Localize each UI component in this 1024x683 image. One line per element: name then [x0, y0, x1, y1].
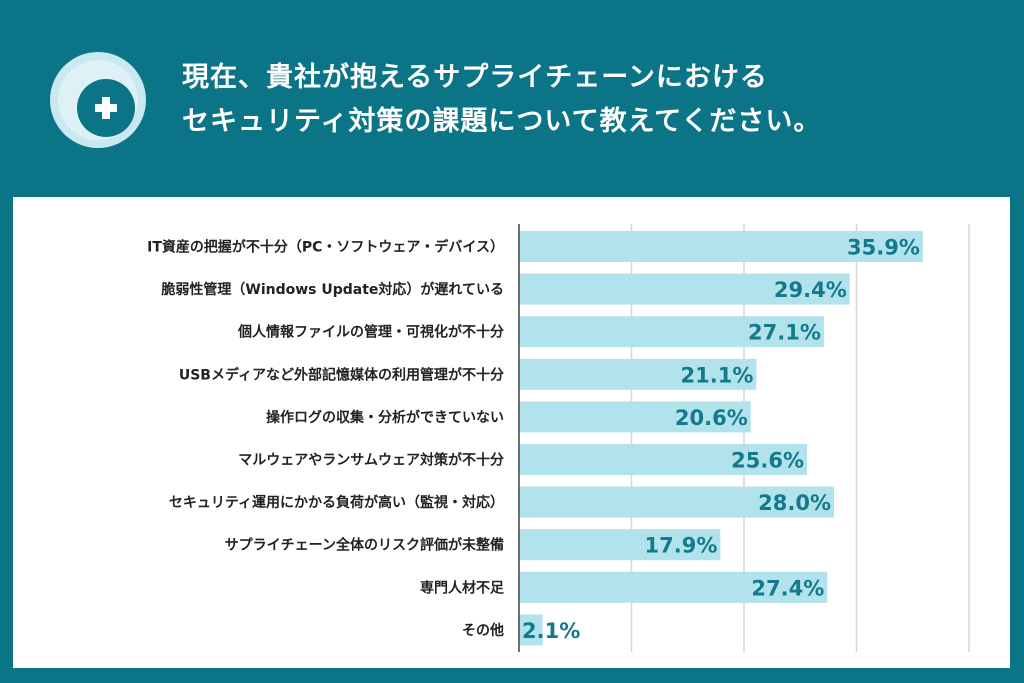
value-label: 35.9% [847, 236, 920, 260]
category-label: セキュリティ運用にかかる負荷が高い（監視・対応） [169, 494, 504, 511]
category-label: 専門人材不足 [420, 579, 505, 596]
value-label: 17.9% [645, 534, 718, 558]
bar [519, 444, 807, 475]
value-label: 2.1% [522, 619, 580, 643]
bar [519, 273, 850, 305]
bar [519, 571, 828, 603]
value-label: 25.6% [731, 449, 804, 473]
bar [519, 231, 923, 262]
page-title: 現在、貴社が抱えるサプライチェーンにおける セキュリティ対策の課題について教えて… [182, 56, 821, 144]
category-label: 操作ログの収集・分析ができていない [266, 409, 504, 426]
category-label: マルウェアやランサムウェア対策が不十分 [238, 452, 504, 469]
bar [519, 614, 543, 646]
category-label: IT資産の把握が不十分（PC・ソフトウェア・デバイス） [147, 239, 504, 256]
value-label: 28.0% [758, 491, 831, 515]
title-line-1: 現在、貴社が抱えるサプライチェーンにおける [182, 62, 768, 93]
bar [519, 316, 824, 348]
value-label: 21.1% [681, 363, 754, 387]
value-label: 29.4% [774, 278, 847, 302]
category-label: その他 [462, 622, 504, 639]
category-label: 脆弱性管理（Windows Update対応）が遅れている [160, 281, 504, 298]
category-label: サプライチェーン全体のリスク評価が未整備 [225, 537, 504, 554]
value-label: 27.4% [751, 576, 824, 600]
value-label: 27.1% [748, 321, 821, 345]
bar [519, 358, 757, 390]
value-label: 20.6% [675, 406, 748, 430]
bar [519, 401, 751, 433]
category-label: USBメディアなど外部記憶媒体の利用管理が不十分 [179, 366, 504, 383]
title-line-2: セキュリティ対策の課題について教えてください。 [182, 106, 822, 137]
bar [519, 486, 834, 518]
bar [519, 529, 721, 561]
plus-circle-icon [50, 52, 146, 148]
category-label: 個人情報ファイルの管理・可視化が不十分 [237, 324, 504, 341]
